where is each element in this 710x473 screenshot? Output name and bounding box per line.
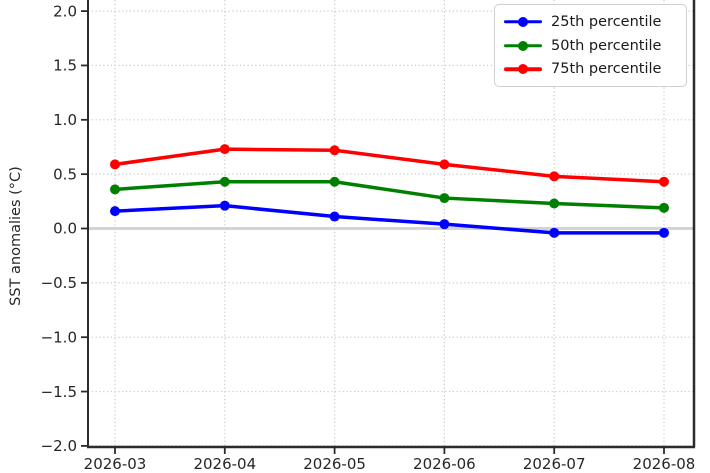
legend-line-marker-icon (504, 40, 542, 51)
data-point (110, 159, 120, 170)
data-point (219, 144, 230, 155)
x-tick-label: 2026-06 (413, 455, 476, 473)
legend-entry-25th-percentile: 25th percentile (504, 10, 677, 34)
data-point (439, 219, 450, 230)
data-point (549, 227, 560, 238)
y-tick-label: 0.0 (53, 220, 77, 238)
series-line-75th-percentile (113, 147, 666, 184)
data-point (329, 145, 340, 156)
data-point (110, 184, 120, 195)
x-tick-label: 2026-07 (523, 455, 586, 473)
legend-entry-75th-percentile: 75th percentile (504, 57, 677, 81)
data-point (219, 176, 230, 187)
x-tick-label: 2026-08 (633, 455, 696, 473)
y-axis-label: SST anomalies (°C) (8, 166, 24, 306)
y-tick-label: 1.5 (53, 57, 77, 75)
y-tick-label: 1.0 (53, 111, 77, 129)
chart-legend: 25th percentile 50th percentile 75th per… (494, 4, 687, 87)
legend-entry-50th-percentile: 50th percentile (504, 34, 677, 58)
series-line-50th-percentile (113, 180, 666, 210)
y-tick-label: 2.0 (53, 2, 77, 20)
y-tick-label: −1.0 (41, 328, 77, 346)
y-tick-label: 0.5 (53, 165, 77, 183)
data-point (329, 176, 340, 187)
legend-line-marker-icon (504, 16, 542, 27)
x-tick-label: 2026-03 (84, 455, 147, 473)
data-point (439, 193, 450, 204)
y-tick-label: −2.0 (41, 437, 77, 455)
data-point (329, 211, 340, 222)
legend-line-marker-icon (504, 64, 542, 75)
y-tick-label: −1.5 (41, 383, 77, 401)
data-point (659, 202, 669, 213)
series-line-25th-percentile (113, 203, 666, 235)
data-point (659, 176, 669, 187)
data-point (219, 200, 230, 211)
x-tick-label: 2026-05 (303, 455, 366, 473)
x-tick-label: 2026-04 (193, 455, 256, 473)
legend-label: 75th percentile (551, 61, 662, 78)
legend-label: 50th percentile (551, 37, 662, 54)
data-point (549, 171, 560, 182)
data-point (659, 227, 669, 238)
data-point (110, 206, 120, 217)
data-point (549, 198, 560, 209)
y-tick-label: −0.5 (41, 274, 77, 292)
legend-label: 25th percentile (551, 13, 662, 30)
data-point (439, 159, 450, 170)
